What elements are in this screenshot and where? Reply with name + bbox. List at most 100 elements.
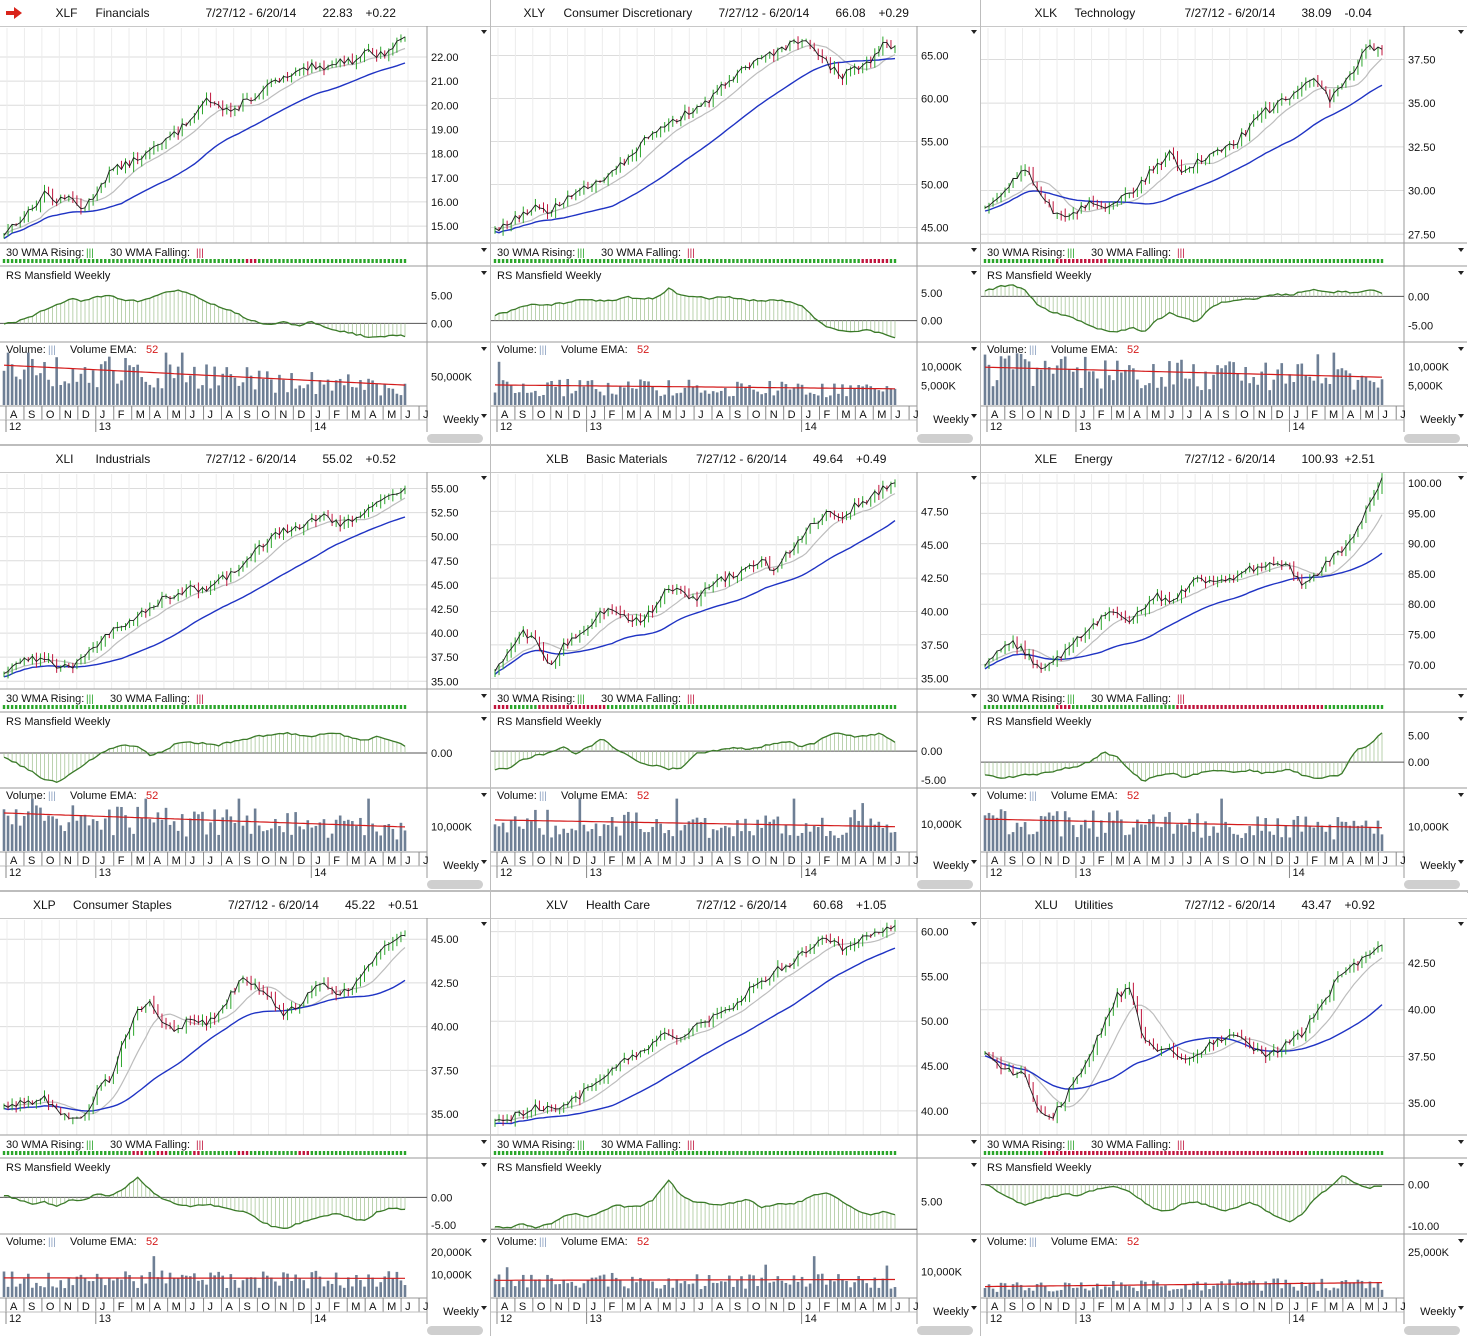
pane-menu-icon[interactable] xyxy=(1458,1163,1464,1167)
sector-panel-xlp[interactable]: XLP Consumer Staples 7/27/12 - 6/20/14 45.2… xyxy=(0,892,490,1336)
pane-menu-icon[interactable] xyxy=(971,922,977,926)
pane-menu-icon[interactable] xyxy=(1458,1239,1464,1243)
chart-scrollbar[interactable] xyxy=(427,880,483,889)
wma-status-dot xyxy=(1039,1151,1043,1155)
pane-menu-icon[interactable] xyxy=(481,694,487,698)
period-dropdown-icon[interactable] xyxy=(1458,860,1464,864)
chart-scrollbar[interactable] xyxy=(1404,434,1460,443)
wma-status-dot xyxy=(865,1151,868,1155)
pane-menu-icon[interactable] xyxy=(481,347,487,351)
pane-menu-icon[interactable] xyxy=(971,1140,977,1144)
chart-scrollbar[interactable] xyxy=(427,1326,483,1335)
period-dropdown-icon[interactable] xyxy=(971,414,977,418)
pane-menu-icon[interactable] xyxy=(1458,793,1464,797)
sector-panel-xlv[interactable]: XLV Health Care 7/27/12 - 6/20/14 60.68 +1.0… xyxy=(491,892,980,1336)
pane-menu-icon[interactable] xyxy=(481,1140,487,1144)
pane-menu-icon[interactable] xyxy=(1458,1140,1464,1144)
volume-bar xyxy=(136,364,139,405)
alert-arrow-icon[interactable] xyxy=(6,7,22,19)
sector-panel-xlb[interactable]: XLB Basic Materials 7/27/12 - 6/20/14 49.64… xyxy=(491,446,980,890)
sector-panel-xle[interactable]: XLE Energy 7/27/12 - 6/20/14 100.93 +2.51 100… xyxy=(981,446,1467,890)
pane-menu-icon[interactable] xyxy=(1458,248,1464,252)
wma-status-dot xyxy=(999,705,1003,709)
chart-scrollbar[interactable] xyxy=(917,1326,973,1335)
period-dropdown-icon[interactable] xyxy=(481,860,487,864)
pane-menu-icon[interactable] xyxy=(481,248,487,252)
sector-panel-xlk[interactable]: XLK Technology 7/27/12 - 6/20/14 38.09 -0.04… xyxy=(981,0,1467,444)
volume-bar xyxy=(631,1276,634,1297)
pane-menu-icon[interactable] xyxy=(971,793,977,797)
sector-panel-xli[interactable]: XLI Industrials 7/27/12 - 6/20/14 55.02 +0.5… xyxy=(0,446,490,890)
pane-menu-icon[interactable] xyxy=(971,248,977,252)
wma-status-dot xyxy=(1188,1151,1191,1155)
pane-menu-icon[interactable] xyxy=(971,694,977,698)
pane-menu-icon[interactable] xyxy=(1458,476,1464,480)
wma-status-dot xyxy=(598,1151,602,1155)
period-dropdown-icon[interactable] xyxy=(481,1306,487,1310)
period-dropdown-icon[interactable] xyxy=(1458,1306,1464,1310)
pane-menu-icon[interactable] xyxy=(1458,30,1464,34)
volume-bar xyxy=(298,385,301,405)
sector-panel-xlu[interactable]: XLU Utilities 7/27/12 - 6/20/14 43.47 +0.92 4… xyxy=(981,892,1467,1336)
rs-tick-label: 0.00 xyxy=(431,1192,452,1204)
sector-panel-xly[interactable]: XLY Consumer Discretionary 7/27/12 - 6/20/… xyxy=(491,0,980,444)
pane-menu-icon[interactable] xyxy=(1458,717,1464,721)
volume-bar xyxy=(841,384,844,405)
pane-menu-icon[interactable] xyxy=(971,271,977,275)
price-close-line xyxy=(984,44,1383,218)
period-dropdown-icon[interactable] xyxy=(481,414,487,418)
sector-panel-xlf[interactable]: XLF Financials 7/27/12 - 6/20/14 22.83 +0.22… xyxy=(0,0,490,444)
pane-menu-icon[interactable] xyxy=(1458,347,1464,351)
wma-status-dot xyxy=(395,705,399,709)
pane-menu-icon[interactable] xyxy=(971,1239,977,1243)
chart-scrollbar[interactable] xyxy=(1404,1326,1460,1335)
pane-menu-icon[interactable] xyxy=(481,30,487,34)
volume-bar xyxy=(554,1284,557,1297)
pane-menu-icon[interactable] xyxy=(1458,922,1464,926)
pane-menu-icon[interactable] xyxy=(971,347,977,351)
chart-scrollbar[interactable] xyxy=(917,880,973,889)
wma-status-dot xyxy=(687,705,691,709)
wma-status-dot xyxy=(1280,705,1283,709)
pane-menu-icon[interactable] xyxy=(971,476,977,480)
volume-bar xyxy=(881,391,885,405)
volume-bar xyxy=(582,824,586,851)
period-dropdown-icon[interactable] xyxy=(971,1306,977,1310)
price-tick-label: 32.50 xyxy=(1408,142,1436,154)
volume-bar xyxy=(995,817,999,851)
chart-scrollbar[interactable] xyxy=(427,434,483,443)
pane-menu-icon[interactable] xyxy=(1458,694,1464,698)
volume-bar xyxy=(885,824,889,851)
pane-menu-icon[interactable] xyxy=(481,1239,487,1243)
wma-status-dot xyxy=(330,1151,334,1155)
wma-status-dot xyxy=(1344,705,1348,709)
volume-bar xyxy=(314,1270,318,1297)
pane-menu-icon[interactable] xyxy=(971,1163,977,1167)
pane-menu-icon[interactable] xyxy=(481,271,487,275)
pane-menu-icon[interactable] xyxy=(481,476,487,480)
pane-menu-icon[interactable] xyxy=(481,793,487,797)
volume-bar xyxy=(784,384,788,405)
price-change: +1.05 xyxy=(856,898,887,912)
month-label: D xyxy=(788,409,796,421)
wma-status-dot xyxy=(877,259,881,263)
pane-menu-icon[interactable] xyxy=(1458,271,1464,275)
wma-status-dot xyxy=(351,1151,354,1155)
period-dropdown-icon[interactable] xyxy=(1458,414,1464,418)
volume-bar xyxy=(578,798,582,851)
pane-menu-icon[interactable] xyxy=(481,1163,487,1167)
volume-bar xyxy=(784,1282,788,1297)
pane-menu-icon[interactable] xyxy=(481,922,487,926)
pane-menu-icon[interactable] xyxy=(971,30,977,34)
wma-status-dot xyxy=(1296,259,1299,263)
period-dropdown-icon[interactable] xyxy=(971,860,977,864)
chart-scrollbar[interactable] xyxy=(917,434,973,443)
wma-status-dot xyxy=(193,1151,196,1155)
pane-menu-icon[interactable] xyxy=(481,717,487,721)
volume-ema-line xyxy=(984,818,1383,829)
pane-menu-icon[interactable] xyxy=(971,717,977,721)
volume-bar xyxy=(663,394,666,405)
volume-bar xyxy=(853,388,856,405)
wma-status-dot xyxy=(643,1151,646,1155)
chart-scrollbar[interactable] xyxy=(1404,880,1460,889)
